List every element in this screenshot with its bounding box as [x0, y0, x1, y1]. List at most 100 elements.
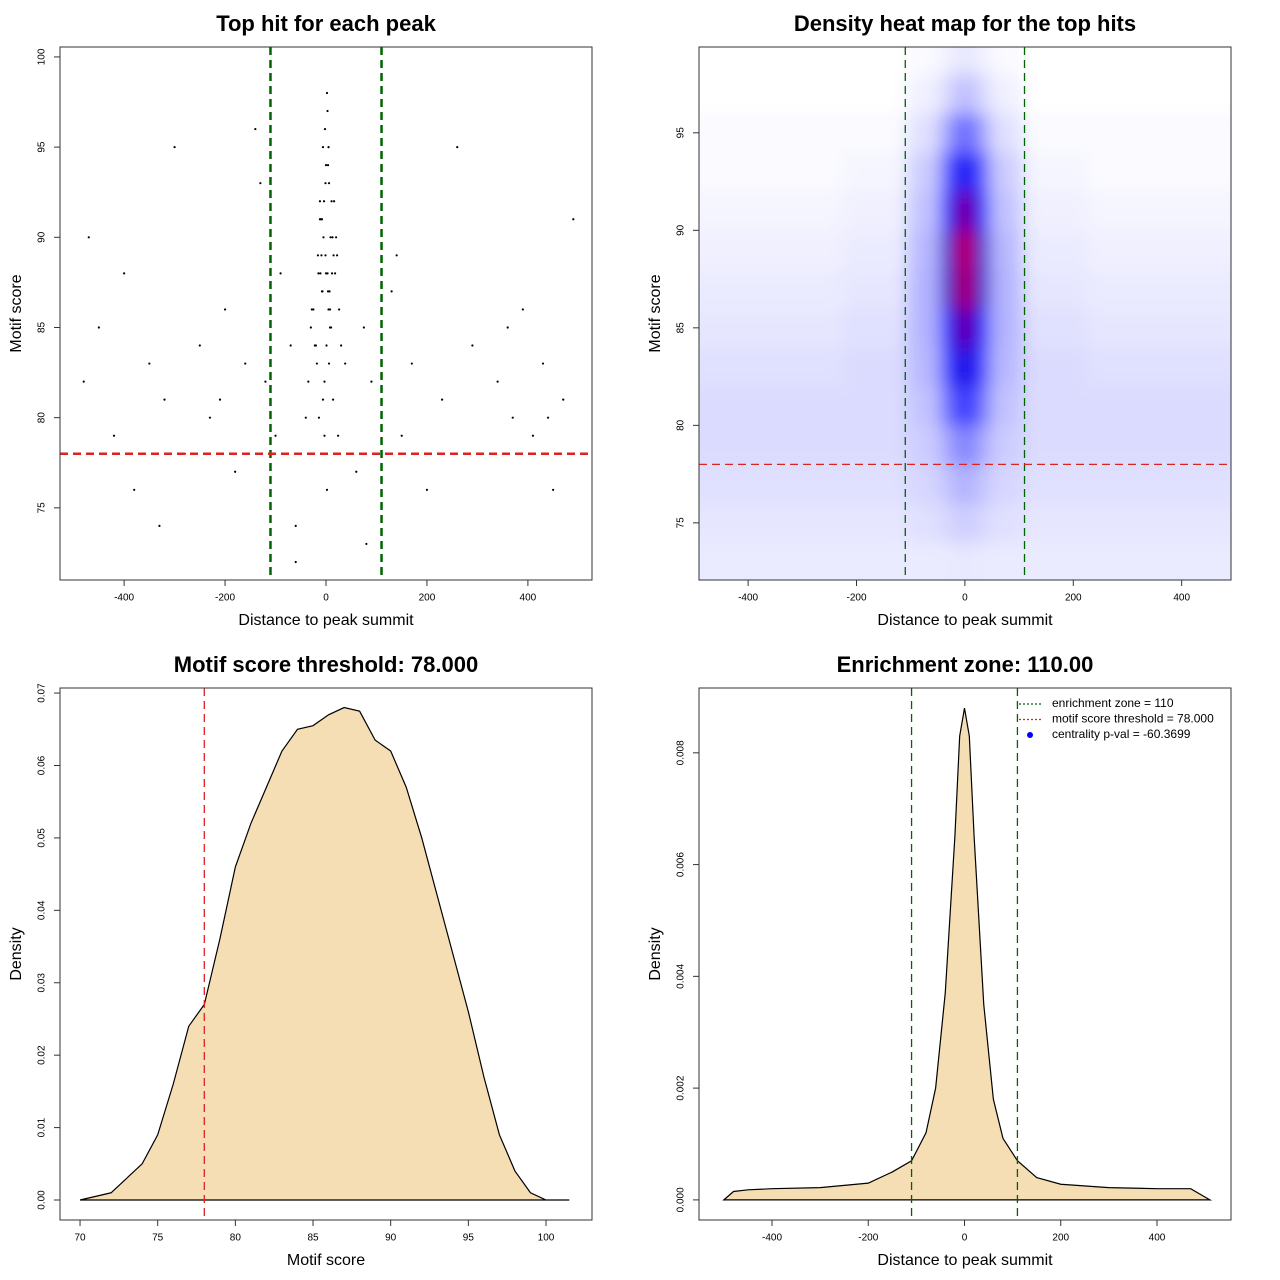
point — [331, 398, 335, 401]
y-tick-label: 0.006 — [676, 852, 687, 877]
point — [324, 182, 327, 185]
heat-cell — [842, 269, 909, 309]
point — [315, 362, 319, 365]
heat-cell — [699, 269, 763, 309]
heat-cell — [940, 74, 958, 114]
heat-cell — [1168, 542, 1231, 580]
heat-cell — [973, 47, 990, 75]
x-tick-label: 400 — [1149, 1233, 1166, 1244]
heat-cell — [940, 347, 958, 387]
heat-cell — [1021, 464, 1088, 504]
heat-cell — [973, 503, 990, 543]
heat-cell — [842, 347, 909, 387]
y-tick-label: 0.004 — [676, 963, 687, 988]
point — [323, 434, 326, 437]
x-tick-label: -400 — [114, 593, 134, 604]
point — [355, 470, 358, 473]
heat-cell — [1168, 113, 1231, 153]
heat-cell — [699, 191, 763, 231]
heat-cell — [940, 308, 958, 348]
heat-cell — [940, 542, 958, 580]
heat-cell — [842, 542, 909, 580]
heat-cell — [907, 503, 942, 543]
heat-cell — [989, 425, 1023, 465]
point — [531, 434, 535, 437]
heat-cell — [1168, 152, 1231, 192]
point — [326, 290, 330, 293]
heat-cell — [973, 542, 990, 580]
heat-cell — [1168, 347, 1231, 387]
heat-cell — [761, 47, 844, 75]
point — [318, 218, 322, 221]
point — [323, 380, 326, 383]
heat-cell — [699, 464, 763, 504]
point — [198, 344, 201, 347]
x-tick-label: -200 — [215, 593, 235, 604]
plot-frame — [698, 687, 1232, 1221]
heat-cell — [1168, 503, 1231, 543]
heat-cell — [761, 152, 844, 192]
point — [325, 344, 328, 347]
y-tick-label: 80 — [676, 419, 687, 431]
heat-cell — [1021, 386, 1088, 426]
heat-cell — [956, 425, 974, 465]
heat-cell — [1168, 464, 1231, 504]
point — [87, 236, 90, 239]
chart-title: Motif score threshold: 78.000 — [174, 652, 478, 677]
point — [327, 362, 331, 365]
heat-cell — [956, 47, 974, 75]
point — [410, 362, 413, 365]
point — [338, 308, 341, 311]
heat-cell — [1086, 347, 1169, 387]
point — [541, 362, 545, 365]
chart-title: Enrichment zone: 110.00 — [837, 652, 1094, 677]
heat-cell — [1168, 191, 1231, 231]
heat-cell — [1086, 425, 1169, 465]
heat-cell — [1168, 269, 1231, 309]
point — [208, 416, 212, 419]
heat-cell — [699, 503, 763, 543]
point — [395, 254, 398, 257]
heat-cell — [907, 425, 942, 465]
heat-cell — [989, 347, 1023, 387]
heat-cell — [1021, 191, 1088, 231]
x-tick-label: -400 — [738, 593, 758, 604]
y-tick-label: 0.04 — [37, 900, 48, 920]
point — [327, 146, 330, 149]
heat-cell — [989, 74, 1023, 114]
heat-cell — [699, 230, 763, 270]
point — [326, 109, 329, 113]
point — [148, 362, 151, 365]
point — [322, 200, 326, 203]
point — [390, 290, 393, 293]
heat-cell — [699, 113, 763, 153]
point — [331, 236, 334, 239]
heatmap-cells — [699, 47, 1231, 580]
heat-cell — [973, 464, 990, 504]
y-tick-label: 0.000 — [676, 1187, 687, 1212]
heat-cell — [956, 230, 974, 270]
y-tick-label: 95 — [37, 141, 48, 153]
x-tick-label: 85 — [307, 1233, 319, 1244]
y-tick-label: 75 — [37, 502, 48, 514]
x-tick-label: 0 — [323, 593, 329, 604]
heat-cell — [989, 503, 1023, 543]
heat-cell — [1021, 230, 1088, 270]
heat-cell — [1086, 464, 1169, 504]
point — [440, 398, 444, 401]
point — [337, 434, 340, 437]
heat-cell — [1086, 47, 1169, 75]
y-tick-label: 0.03 — [37, 973, 48, 993]
point — [327, 182, 331, 185]
point — [327, 308, 330, 311]
point — [370, 380, 373, 383]
heatmap — [699, 47, 1231, 580]
heat-cell — [761, 347, 844, 387]
point — [304, 416, 307, 419]
point — [294, 524, 297, 527]
point — [158, 524, 161, 527]
point — [324, 254, 327, 257]
point — [274, 434, 277, 437]
point — [322, 236, 325, 239]
